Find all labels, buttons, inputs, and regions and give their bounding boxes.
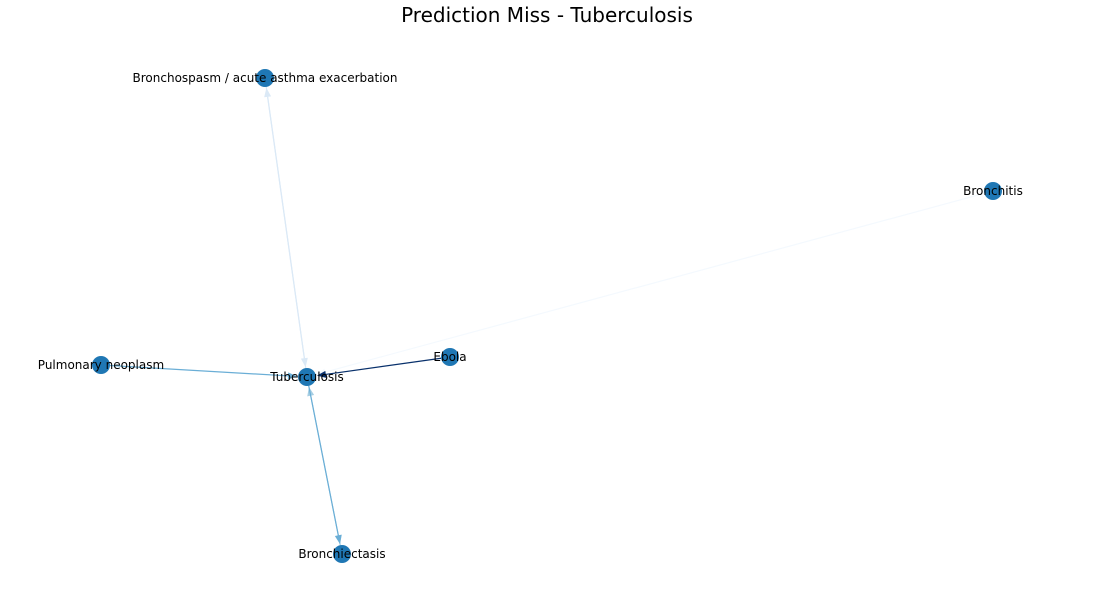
edges-layer [109,86,985,546]
edge-bronchitis-to-tuberculosis [316,192,985,376]
labels-layer: Bronchospasm / acute asthma exacerbation… [38,71,1023,561]
node-label-bronchitis: Bronchitis [963,184,1023,198]
node-label-bronchiectasis: Bronchiectasis [298,547,385,561]
node-pulmonary_neoplasm [92,356,110,374]
node-label-ebola: Ebola [433,350,466,364]
node-label-tuberculosis: Tuberculosis [269,370,344,384]
node-tuberculosis [298,368,316,386]
node-bronchiectasis [333,545,351,563]
node-bronchitis [984,182,1002,200]
arrowhead [287,372,298,380]
arrowhead [264,87,272,98]
edge-pulmonary_neoplasm-to-tuberculosis [109,364,298,380]
arrowhead [316,370,327,378]
nodes-layer [92,69,1002,563]
edge-tuberculosis-to-bronchospasm [264,87,307,369]
edge-tuberculosis-to-bronchiectasis [308,385,342,545]
node-ebola [441,348,459,366]
node-label-bronchospasm: Bronchospasm / acute asthma exacerbation [133,71,398,85]
graph-title: Prediction Miss - Tuberculosis [401,3,693,27]
node-bronchospasm [256,69,274,87]
node-label-pulmonary_neoplasm: Pulmonary neoplasm [38,358,164,372]
edge-ebola-to-tuberculosis [316,357,442,378]
arrowhead [334,534,342,545]
